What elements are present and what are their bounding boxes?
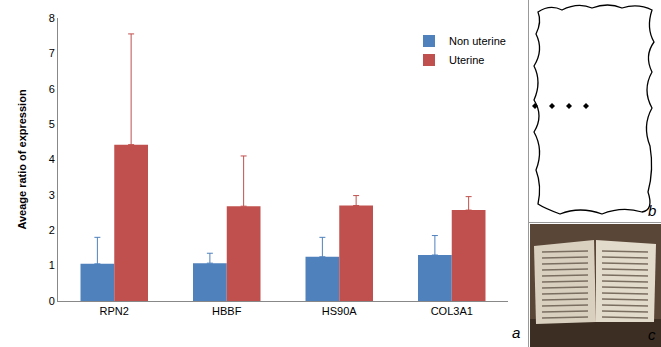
- html-text:a: a: [512, 324, 521, 341]
- svg-text:5: 5: [49, 118, 55, 130]
- svg-text:3: 3: [49, 189, 55, 201]
- svg-text:1: 1: [49, 259, 55, 271]
- svg-text:4: 4: [49, 153, 55, 165]
- svg-text:2: 2: [49, 224, 55, 236]
- html-text:c: c: [648, 326, 656, 343]
- svg-text:COL3A1: COL3A1: [431, 305, 473, 317]
- svg-text:RPN2: RPN2: [100, 305, 129, 317]
- svg-text:Aveage ratio of expression: Aveage ratio of expression: [16, 89, 28, 229]
- svg-text:Non uterine: Non uterine: [449, 35, 506, 47]
- svg-text:7: 7: [49, 47, 55, 59]
- html-text:b: b: [648, 202, 657, 219]
- svg-text:6: 6: [49, 83, 55, 95]
- svg-text:HS90A: HS90A: [322, 305, 358, 317]
- svg-text:Uterine: Uterine: [449, 54, 484, 66]
- svg-text:8: 8: [49, 12, 55, 24]
- svg-text:0: 0: [49, 295, 55, 307]
- svg-text:HBBF: HBBF: [212, 305, 242, 317]
